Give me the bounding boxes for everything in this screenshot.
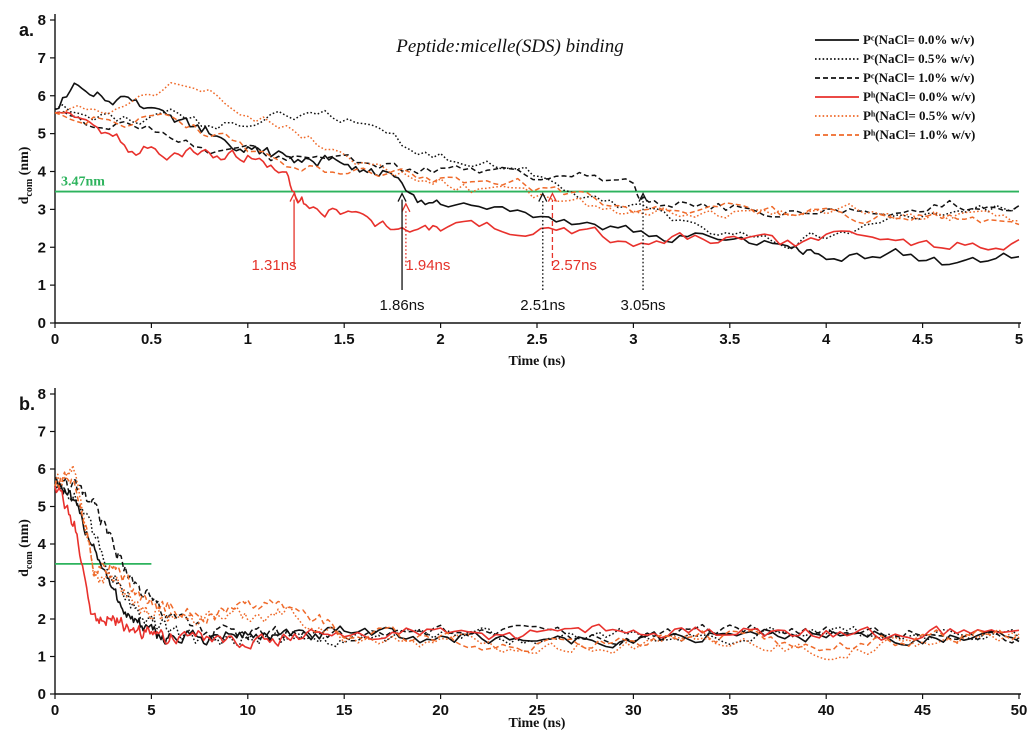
y-tick-label: 3 [38,201,46,218]
x-tick-label: 30 [625,702,642,719]
legend-label: Pᶜ(NaCl= 0.5% w/v) [863,51,975,66]
x-tick-label: 4 [822,331,831,348]
x-tick-label: 3 [629,331,637,348]
legend-label: Pʰ(NaCl= 0.0% w/v) [863,89,975,104]
y-axis-title-unit: (nm) [17,519,32,552]
series-line-4 [54,111,1020,251]
series-line-1 [54,476,1020,649]
annotation-arrow-head [289,192,299,202]
y-tick-label: 1 [38,277,46,294]
x-tick-label: 2.5 [527,331,548,348]
threshold-label: 3.47nm [61,175,105,190]
panel-label: a. [19,20,34,40]
y-tick-label: 5 [38,126,46,143]
x-tick-label: 10 [239,702,256,719]
x-tick-label: 4.5 [912,331,933,348]
y-tick-label: 7 [38,424,46,441]
x-tick-label: 5 [147,702,155,719]
y-tick-label: 5 [38,499,46,516]
x-tick-label: 20 [432,702,449,719]
y-tick-label: 6 [38,461,46,478]
y-axis-title-symbol: d [17,196,32,204]
annotation-label: 2.57ns [552,257,597,274]
annotation-arrow-head [538,192,548,202]
series-line-3 [54,476,1020,646]
annotation-label: 1.86ns [380,297,425,314]
y-tick-label: 0 [38,686,46,703]
y-axis-title: dcom (nm) [17,146,35,204]
y-tick-label: 3 [38,574,46,591]
y-tick-label: 7 [38,50,46,67]
x-tick-label: 25 [529,702,546,719]
x-tick-label: 1 [244,331,252,348]
y-tick-label: 1 [38,649,46,666]
annotation-label: 1.94ns [405,257,450,274]
y-axis-title-subscript: com [24,551,35,569]
x-tick-label: 3.5 [719,331,740,348]
x-tick-label: 45 [914,702,931,719]
legend-label: Pʰ(NaCl= 1.0% w/v) [863,127,975,142]
y-tick-label: 0 [38,315,46,332]
annotation-arrow-head [397,192,407,202]
y-axis-title-subscript: com [24,178,35,196]
annotation-arrow-head [401,202,411,213]
y-tick-label: 8 [38,12,46,29]
y-tick-label: 8 [38,386,46,403]
series-line-5 [55,81,1019,222]
x-tick-label: 35 [721,702,738,719]
x-tick-label: 5 [1015,331,1023,348]
series-line-2 [54,104,1020,250]
x-tick-label: 40 [818,702,835,719]
chart-title: Peptide:micelle(SDS) binding [395,36,623,57]
y-tick-label: 2 [38,239,46,256]
x-tick-label: 1.5 [334,331,355,348]
x-tick-label: 0 [51,702,59,719]
series-line-5 [54,464,1020,661]
y-axis-title-symbol: d [17,569,32,577]
y-axis-title: dcom (nm) [17,519,35,577]
legend-label: Pᶜ(NaCl= 1.0% w/v) [863,70,975,85]
panel-label: b. [19,394,35,414]
x-tick-label: 2 [436,331,444,348]
y-tick-label: 6 [38,88,46,105]
annotation-label: 3.05ns [621,297,666,314]
series-line-6 [54,111,1020,226]
y-axis-title-unit: (nm) [17,146,32,179]
annotation-label: 1.31ns [252,257,297,274]
x-tick-label: 0.5 [141,331,162,348]
panel-a: 0 1 2 3 4 5 6 7 8 0 0.5 1 1.5 2 2.5 3 3.5 4 4.5 5 Time (ns) d… [17,12,1023,369]
x-tick-label: 0 [51,331,59,348]
series-line-2 [54,481,1020,648]
legend-label: Pᶜ(NaCl= 0.0% w/v) [863,32,975,47]
legend-label: Pʰ(NaCl= 0.5% w/v) [863,108,975,123]
series-line-3 [54,110,1020,218]
x-axis-title: Time (ns) [509,716,566,731]
series-line-1 [54,82,1020,266]
y-tick-label: 2 [38,611,46,628]
x-tick-label: 50 [1011,702,1028,719]
x-tick-label: 15 [336,702,353,719]
annotation-label: 2.51ns [520,297,565,314]
x-axis-title: Time (ns) [509,354,566,369]
annotation-arrow-head [638,192,648,202]
series-line-6 [54,471,1020,653]
y-tick-label: 4 [38,536,47,553]
y-tick-label: 4 [38,164,47,181]
series-line-4 [54,486,1020,650]
annotation-arrow-head [547,192,558,202]
